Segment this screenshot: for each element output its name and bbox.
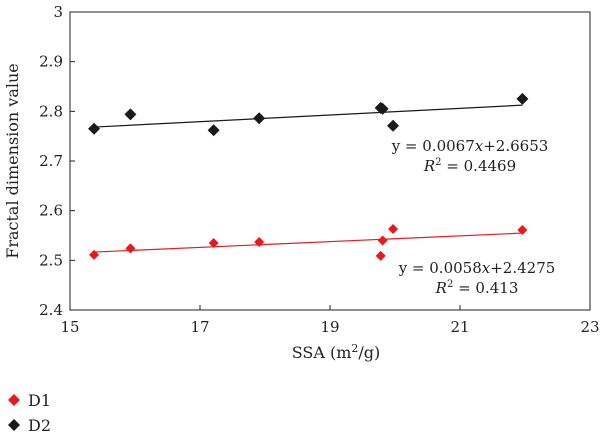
y-axis: 2.4 2.5 2.6 2.7 2.8 2.9 3: [39, 3, 75, 319]
trendline-d2: [94, 104, 523, 128]
data-point-d1: [125, 243, 136, 254]
legend-item-d2: D2: [8, 416, 51, 435]
data-point-d2: [376, 102, 389, 115]
data-points: [88, 92, 529, 261]
data-point-d2: [253, 112, 266, 125]
trendline-d1: [94, 232, 523, 253]
d1-r-squared: R2 = 0.413: [435, 279, 519, 297]
data-point-d2: [124, 108, 137, 121]
data-point-d2: [387, 119, 400, 132]
legend-label-d1: D1: [28, 391, 51, 410]
legend-marker-d2: [8, 419, 20, 431]
data-point-d1: [388, 224, 399, 235]
y-tick-label: 2.6: [39, 202, 63, 220]
d2-r-squared: R2 = 0.4469: [423, 157, 516, 175]
y-tick-label: 2.4: [39, 301, 63, 319]
data-point-d1: [254, 236, 265, 247]
legend-item-d1: D1: [8, 391, 51, 410]
data-point-d1: [517, 225, 528, 236]
data-point-d1: [375, 250, 386, 261]
y-axis-label: Fractal dimension value: [3, 63, 22, 259]
data-point-d1: [89, 249, 100, 260]
data-point-d2: [88, 122, 101, 135]
y-tick-label: 2.9: [39, 53, 63, 71]
data-point-d2: [207, 124, 220, 137]
d1-equation: y = 0.0058x+2.4275: [398, 259, 556, 277]
y-tick-label: 2.7: [39, 152, 63, 170]
x-axis: 15 17 19 21 23: [60, 305, 600, 336]
data-point-d1: [377, 235, 388, 246]
x-tick-label: 15: [60, 318, 79, 336]
y-tick-label: 3: [53, 3, 63, 21]
d2-equation: y = 0.0067x+2.6653: [391, 137, 549, 155]
data-point-d1: [208, 237, 219, 248]
y-tick-label: 2.8: [39, 102, 63, 120]
legend-marker-d1: [8, 394, 20, 406]
x-tick-label: 23: [580, 318, 599, 336]
x-tick-label: 21: [450, 318, 469, 336]
legend: D1 D2: [8, 391, 51, 435]
x-tick-label: 17: [190, 318, 209, 336]
legend-label-d2: D2: [28, 416, 51, 435]
x-tick-label: 19: [320, 318, 339, 336]
trendlines: [94, 104, 523, 253]
x-axis-label: SSA (m2/g): [292, 342, 381, 362]
y-tick-label: 2.5: [39, 251, 63, 269]
data-point-d2: [516, 92, 529, 105]
